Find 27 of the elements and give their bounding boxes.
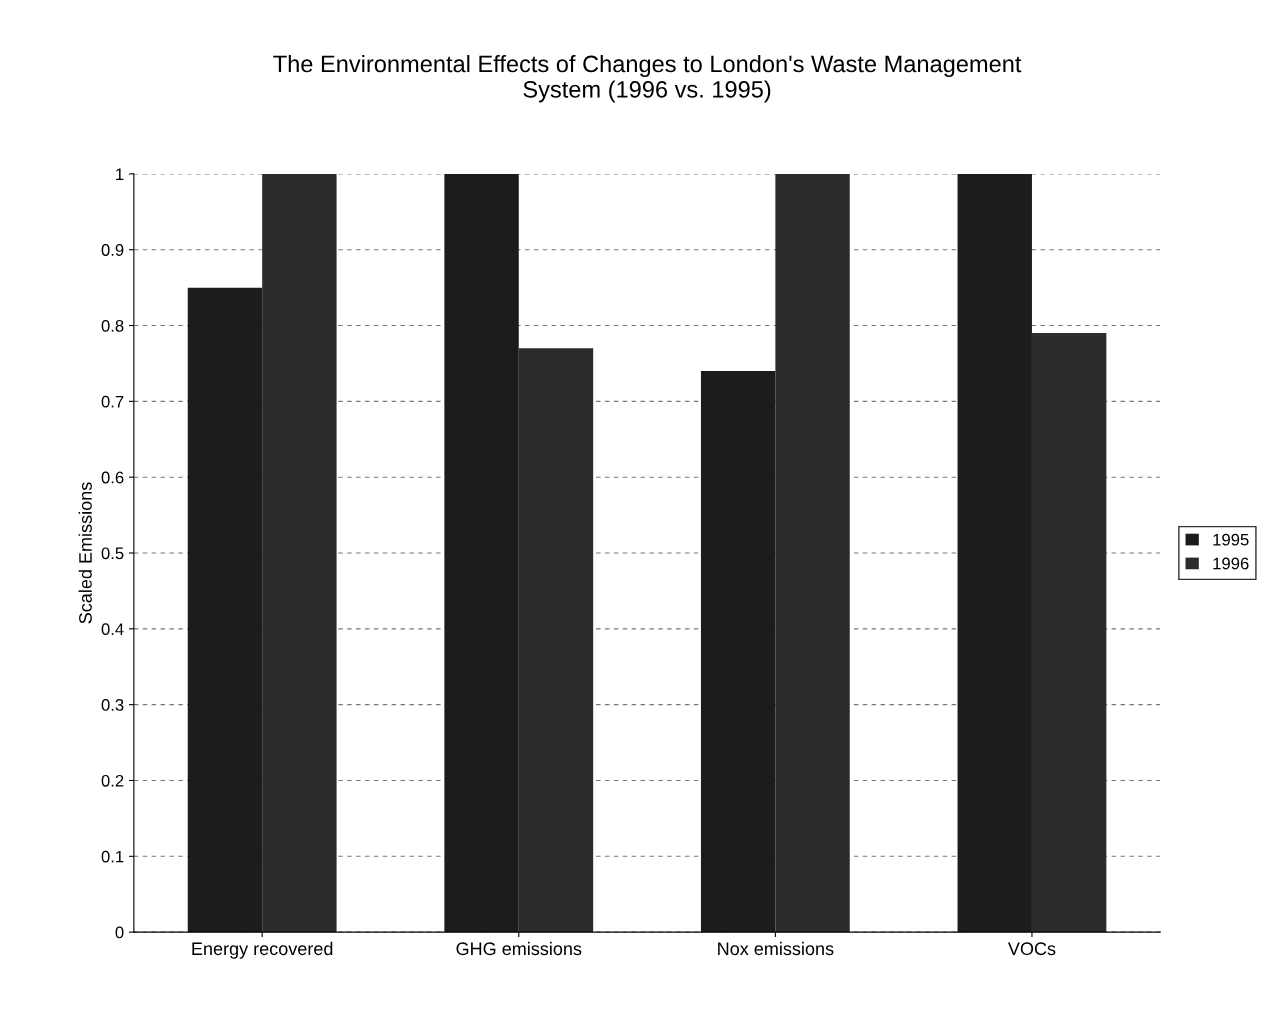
y-axis-title: Scaled Emissions — [78, 482, 92, 624]
bar — [775, 173, 850, 933]
bar — [700, 371, 776, 933]
bar — [518, 348, 594, 933]
legend-label: 1996 — [1213, 557, 1249, 570]
y-tick-label: 0.5 — [101, 547, 124, 560]
bar — [187, 287, 263, 933]
chart-title: The Environmental Effects of Changes to London's Waste Management System (1996 vs. 1995) — [273, 54, 1022, 103]
y-tick-label: 0.4 — [101, 623, 124, 636]
bar — [262, 173, 337, 933]
y-tick-label: 0.6 — [101, 471, 124, 484]
y-tick-label: 0.8 — [101, 319, 124, 332]
x-tick-label: GHG emissions — [456, 941, 582, 956]
bar — [1031, 333, 1107, 933]
legend-label: 1995 — [1213, 533, 1249, 546]
bar — [444, 173, 519, 933]
y-tick-label: 0.7 — [101, 395, 124, 408]
x-tick-label: Energy recovered — [192, 941, 333, 959]
x-tick-label: VOCs — [1007, 942, 1056, 956]
y-tick-label: 0.1 — [101, 850, 124, 863]
y-tick-label: 0 — [115, 926, 124, 939]
y-tick-label: 1 — [116, 168, 124, 180]
x-tick-label: Nox emissions — [718, 941, 834, 956]
bar — [957, 173, 1032, 933]
y-tick-label: 0.3 — [101, 699, 124, 711]
y-tick-label: 0.2 — [101, 774, 124, 787]
y-tick-label: 0.9 — [101, 244, 124, 256]
